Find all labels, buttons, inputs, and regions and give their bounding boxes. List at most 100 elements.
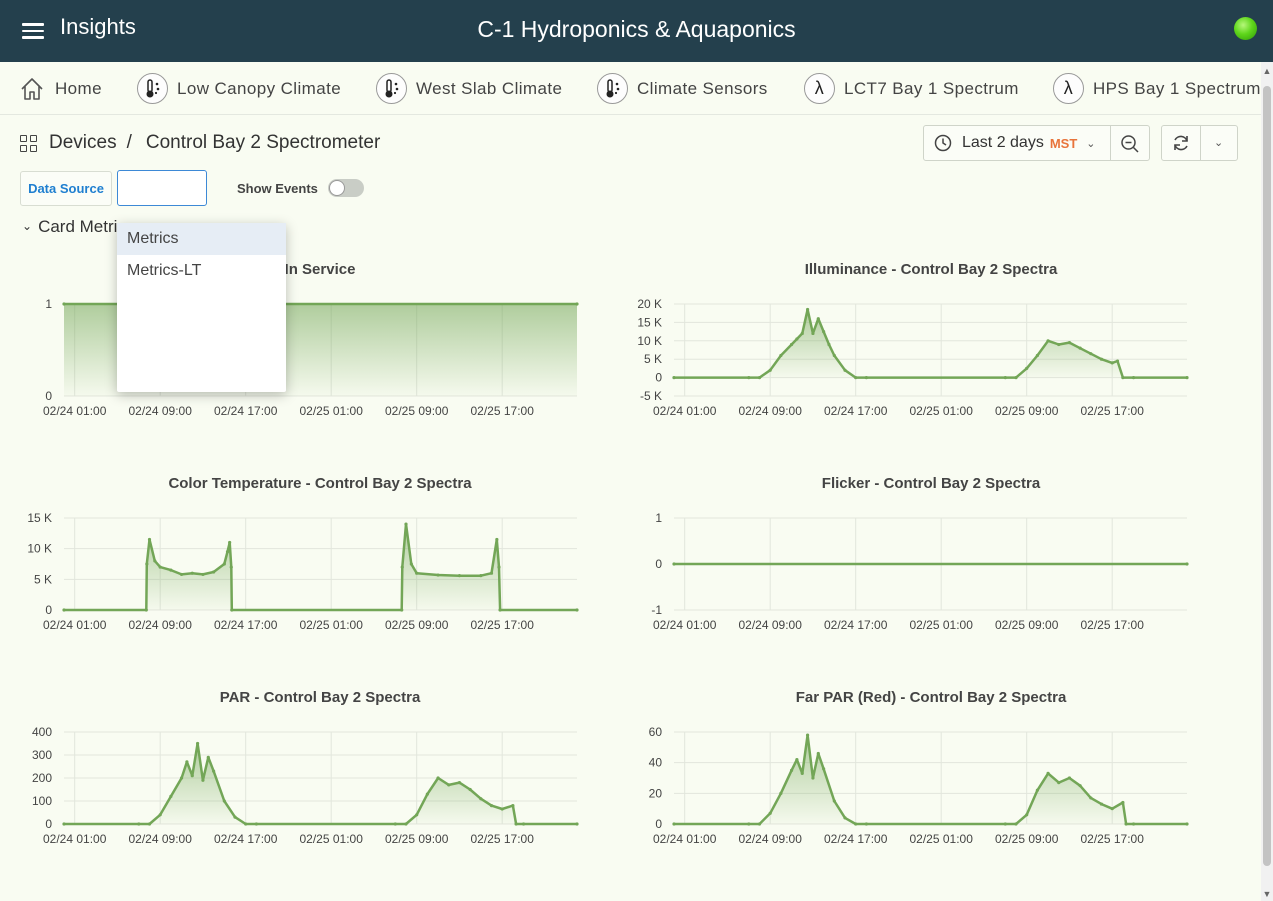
data-point (805, 733, 810, 737)
data-point (854, 822, 858, 826)
data-point (672, 822, 676, 826)
panel-title-in-service[interactable]: In Service (284, 261, 356, 278)
y-tick-label: 0 (655, 817, 662, 831)
x-tick-label: 02/25 01:00 (909, 404, 973, 418)
data-point (816, 751, 820, 756)
data-point (147, 822, 152, 826)
data-point (457, 574, 462, 578)
breadcrumb-devices-link[interactable]: Devices (49, 132, 117, 153)
par-chart[interactable]: 0 100 200 300 400 02/24 01:00 02/24 09:00 02/24… (20, 718, 590, 853)
y-tick-label: 0 (655, 371, 662, 385)
x-tick-label: 02/24 17:00 (824, 618, 888, 632)
refresh-icon[interactable] (1171, 133, 1191, 153)
y-tick-label: -1 (651, 603, 662, 617)
in-service-chart[interactable]: 0 1 02/24 01:00 02/24 09:00 02/24 17:00 02/25… (20, 290, 590, 425)
illuminance-chart[interactable]: -5 K 0 5 K 10 K 15 K 20 K 02/24 01:00 02/24 09:… (630, 290, 1200, 425)
data-point (479, 797, 483, 801)
nav-item-climate-sensors[interactable]: Climate Sensors (597, 62, 768, 114)
y-tick-label: 60 (649, 725, 663, 739)
y-tick-label: 20 (649, 786, 663, 800)
data-point (169, 794, 173, 798)
data-point (1046, 771, 1050, 775)
x-tick-label: 02/24 09:00 (738, 404, 802, 418)
x-tick-label: 02/24 01:00 (43, 832, 107, 846)
data-point (195, 741, 200, 746)
data-source-dropdown-menu: Metrics Metrics-LT (117, 223, 286, 392)
timezone-label: MST (1049, 135, 1078, 151)
time-range-label: Last 2 days (962, 134, 1044, 151)
y-tick-label: -5 K (640, 389, 662, 403)
data-point (404, 522, 408, 526)
page-title: Control Bay 2 Spectrometer (145, 132, 381, 153)
hamburger-menu-icon[interactable] (22, 20, 44, 40)
data-point (1003, 376, 1007, 380)
data-point (393, 822, 397, 826)
data-point (768, 368, 772, 372)
scrollbar-thumb[interactable] (1263, 86, 1271, 866)
data-point (757, 822, 762, 826)
y-tick-label: 0 (45, 389, 52, 403)
app-title[interactable]: Insights (60, 14, 136, 39)
panel-title-color-temperature[interactable]: Color Temperature - Control Bay 2 Spectr… (168, 475, 472, 492)
data-point (779, 791, 783, 795)
far-par-red-chart[interactable]: 0 20 40 60 02/24 01:00 02/24 09:00 02/24 17:00… (630, 718, 1200, 853)
row-header[interactable]: ⌄ Card Metri (22, 217, 117, 237)
time-range-picker[interactable]: Last 2 days MST ⌄ (923, 125, 1150, 161)
x-tick-label: 02/24 01:00 (653, 404, 717, 418)
data-point (672, 562, 676, 566)
home-icon (18, 73, 46, 104)
data-point (62, 608, 66, 612)
dropdown-option-metrics[interactable]: Metrics (117, 223, 286, 255)
data-point (805, 307, 810, 312)
zoom-out-icon[interactable] (1120, 134, 1140, 154)
data-point (147, 537, 152, 542)
panel-title-flicker[interactable]: Flicker - Control Bay 2 Spectra (821, 475, 1041, 492)
show-events-toggle[interactable] (328, 179, 364, 197)
data-point (1131, 376, 1136, 380)
series-area (674, 309, 1187, 378)
panel-title-par[interactable]: PAR - Control Bay 2 Spectra (219, 689, 421, 706)
x-tick-label: 02/25 17:00 (470, 618, 534, 632)
data-source-select[interactable] (117, 170, 207, 206)
x-tick-label: 02/25 17:00 (1080, 618, 1144, 632)
data-point (672, 376, 676, 380)
nav-item-hps-bay-1-spectrum[interactable]: λ HPS Bay 1 Spectrum (1053, 62, 1261, 114)
x-tick-label: 02/24 09:00 (738, 832, 802, 846)
data-point (854, 376, 858, 380)
x-tick-label: 02/24 09:00 (738, 618, 802, 632)
data-point (1110, 361, 1114, 365)
y-tick-label: 0 (45, 817, 52, 831)
flicker-chart[interactable]: -1 0 1 02/24 01:00 02/24 09:00 02/24 17:00 02/… (630, 504, 1200, 639)
refresh-interval-chevron-icon[interactable]: ⌄ (1214, 137, 1224, 149)
x-tick-label: 02/24 01:00 (653, 832, 717, 846)
data-point (1035, 788, 1039, 792)
nav-item-label: LCT7 Bay 1 Spectrum (844, 78, 1019, 98)
x-tick-label: 02/24 01:00 (43, 404, 107, 418)
y-tick-label: 40 (649, 756, 663, 770)
x-tick-label: 02/25 09:00 (995, 832, 1059, 846)
data-source-label: Data Source (20, 171, 112, 206)
data-point (1035, 353, 1039, 358)
dropdown-option-metrics-lt[interactable]: Metrics-LT (127, 262, 202, 279)
data-point (179, 776, 184, 780)
nav-item-low-canopy-climate[interactable]: Low Canopy Climate (137, 62, 341, 114)
panel-title-far-par-red[interactable]: Far PAR (Red) - Control Bay 2 Spectra (795, 689, 1067, 706)
series-area (64, 524, 577, 610)
color-temperature-chart[interactable]: 0 5 K 10 K 15 K 02/24 01:00 02/24 09:00 02/24 … (20, 504, 590, 639)
nav-item-west-slab-climate[interactable]: West Slab Climate (376, 62, 562, 114)
data-point (811, 776, 815, 780)
data-point (436, 573, 440, 577)
panel-title-illuminance[interactable]: Illuminance - Control Bay 2 Spectra (804, 261, 1058, 278)
y-tick-label: 10 K (27, 542, 52, 556)
thermometer-icon (376, 73, 407, 104)
page-scrollbar[interactable]: ▲ ▼ (1261, 62, 1273, 901)
nav-item-lct7-bay-1-spectrum[interactable]: λ LCT7 Bay 1 Spectrum (804, 62, 1019, 114)
scroll-up-arrow-icon[interactable]: ▲ (1262, 66, 1272, 76)
nav-item-home[interactable]: Home (18, 62, 102, 114)
data-point (1089, 796, 1093, 800)
scroll-down-arrow-icon[interactable]: ▼ (1262, 889, 1272, 899)
data-point (498, 608, 502, 612)
show-events-label: Show Events (237, 181, 318, 196)
data-point (1185, 376, 1189, 380)
data-point (489, 571, 494, 575)
